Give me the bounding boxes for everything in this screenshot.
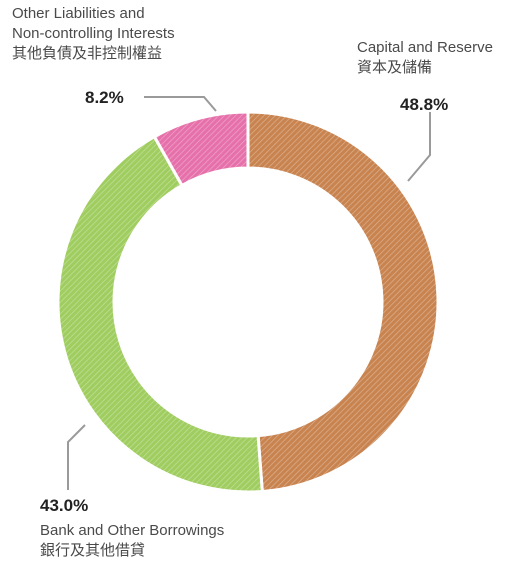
category-label: Bank and Other Borrowings [40, 522, 224, 539]
segment-hatch [154, 112, 248, 186]
value-label: 43.0% [40, 496, 88, 515]
leader-line [407, 112, 431, 182]
category-label: Other Liabilities and [12, 5, 145, 22]
category-label: 銀行及其他借貸 [40, 542, 145, 559]
category-label: 資本及儲備 [357, 59, 432, 76]
leader-line [67, 424, 86, 490]
segment-hatch [248, 111, 439, 492]
leader-line [144, 96, 217, 112]
category-label: Capital and Reserve [357, 39, 493, 56]
donut [56, 110, 440, 494]
category-label: Non-controlling Interests [12, 25, 175, 42]
category-label: 其他負債及非控制權益 [12, 45, 162, 62]
segment-hatch [58, 136, 263, 492]
value-label: 8.2% [85, 88, 124, 107]
value-label: 48.8% [400, 95, 448, 114]
